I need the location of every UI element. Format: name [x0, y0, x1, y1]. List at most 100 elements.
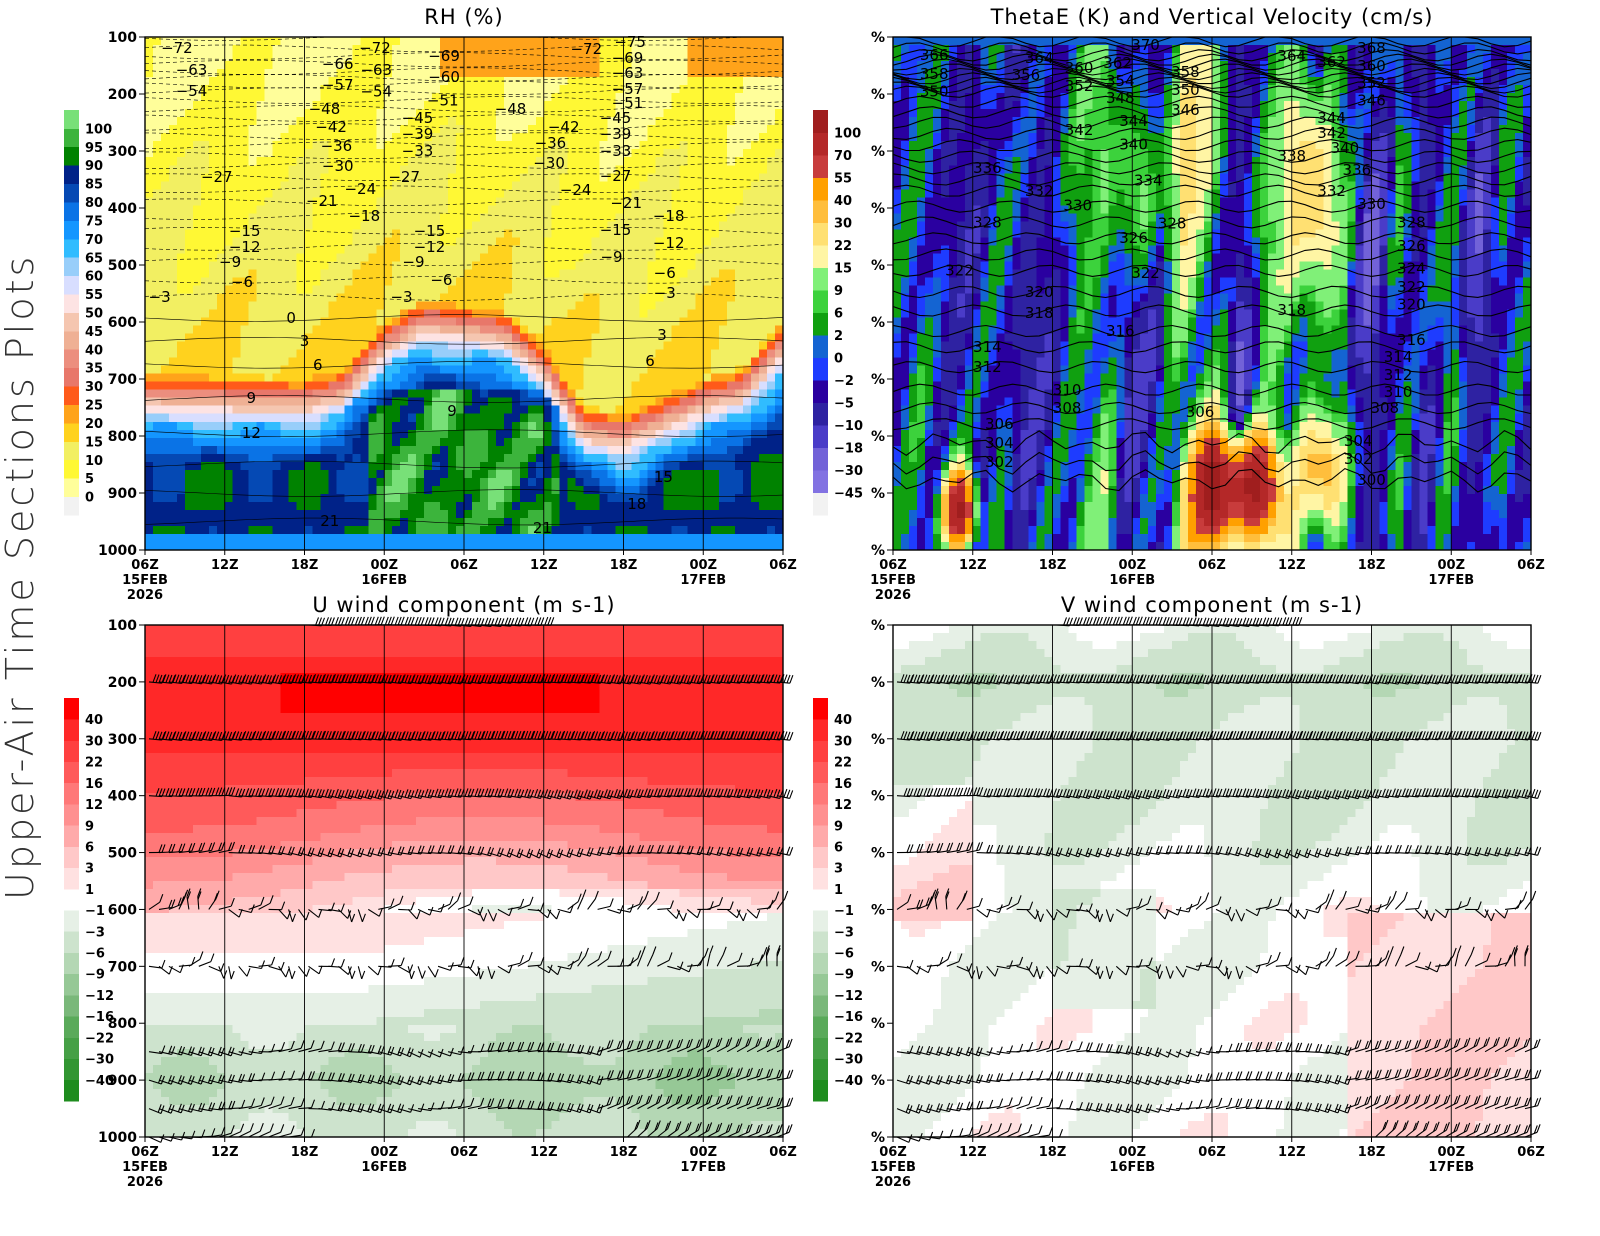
field-cell: [576, 398, 585, 407]
field-cell: [711, 326, 720, 335]
field-cell: [496, 382, 505, 391]
field-cell: [576, 270, 585, 279]
field-cell: [496, 534, 505, 543]
field-cell: [328, 478, 337, 487]
field-cell: [432, 422, 441, 431]
field-cell: [464, 374, 473, 383]
field-cell: [528, 189, 537, 198]
field-cell: [727, 478, 736, 487]
field-cell: [217, 454, 226, 463]
field-cell: [552, 326, 561, 335]
field-cell: [440, 462, 449, 471]
field-cell: [185, 109, 194, 118]
field-cell: [424, 374, 433, 383]
field-cell: [711, 390, 720, 399]
field-cell: [504, 278, 513, 287]
field-cell: [416, 406, 425, 415]
field-cell: [169, 173, 178, 182]
field-cell: [336, 342, 345, 351]
field-cell: [161, 189, 170, 198]
field-cell: [305, 278, 314, 287]
field-cell: [313, 237, 322, 246]
field-cell: [145, 310, 154, 319]
field-cell: [464, 181, 473, 190]
field-cell: [600, 326, 609, 335]
field-cell: [504, 326, 513, 335]
field-cell: [289, 414, 298, 423]
field-cell: [472, 526, 481, 535]
field-cell: [241, 165, 250, 174]
field-cell: [464, 310, 473, 319]
field-cell: [520, 470, 529, 479]
field-cell: [400, 422, 409, 431]
field-cell: [241, 205, 250, 214]
field-cell: [536, 494, 545, 503]
field-cell: [368, 278, 377, 287]
field-cell: [576, 326, 585, 335]
field-cell: [297, 245, 306, 254]
field-cell: [384, 213, 393, 222]
field-cell: [424, 502, 433, 511]
field-cell: [456, 181, 465, 190]
field-cell: [193, 45, 202, 54]
field-cell: [679, 165, 688, 174]
field-cell: [703, 117, 712, 126]
field-cell: [504, 446, 513, 455]
field-cell: [751, 502, 760, 511]
field-cell: [647, 302, 656, 311]
field-cell: [209, 454, 218, 463]
field-cell: [424, 310, 433, 319]
field-cell: [400, 462, 409, 471]
field-cell: [520, 438, 529, 447]
field-cell: [249, 334, 258, 343]
field-cell: [600, 382, 609, 391]
field-cell: [384, 366, 393, 375]
field-cell: [257, 494, 266, 503]
field-cell: [624, 318, 633, 327]
field-cell: [384, 350, 393, 359]
field-cell: [392, 37, 401, 46]
field-cell: [153, 189, 162, 198]
field-cell: [703, 510, 712, 519]
field-cell: [663, 454, 672, 463]
field-cell: [496, 366, 505, 375]
field-cell: [655, 61, 664, 70]
field-cell: [408, 85, 417, 94]
field-cell: [376, 374, 385, 383]
field-cell: [320, 221, 329, 230]
field-cell: [209, 422, 218, 431]
field-cell: [655, 518, 664, 527]
field-cell: [145, 446, 154, 455]
field-cell: [177, 326, 186, 335]
field-cell: [592, 189, 601, 198]
field-cell: [647, 422, 656, 431]
field-cell: [233, 197, 242, 206]
field-cell: [265, 270, 274, 279]
field-cell: [528, 181, 537, 190]
field-cell: [671, 350, 680, 359]
field-cell: [743, 133, 752, 142]
field-cell: [305, 53, 314, 62]
field-cell: [695, 157, 704, 166]
field-cell: [472, 157, 481, 166]
field-cell: [592, 414, 601, 423]
field-cell: [201, 125, 210, 134]
field-cell: [608, 462, 617, 471]
field-cell: [273, 494, 282, 503]
field-cell: [368, 510, 377, 519]
field-cell: [185, 278, 194, 287]
field-cell: [153, 237, 162, 246]
field-cell: [512, 253, 521, 262]
field-cell: [759, 526, 768, 535]
field-cell: [687, 45, 696, 54]
field-cell: [313, 502, 322, 511]
field-cell: [679, 318, 688, 327]
field-cell: [225, 430, 234, 439]
field-cell: [384, 125, 393, 134]
field-cell: [145, 438, 154, 447]
field-cell: [536, 117, 545, 126]
field-cell: [568, 165, 577, 174]
field-cell: [671, 69, 680, 78]
field-cell: [257, 165, 266, 174]
field-cell: [392, 462, 401, 471]
